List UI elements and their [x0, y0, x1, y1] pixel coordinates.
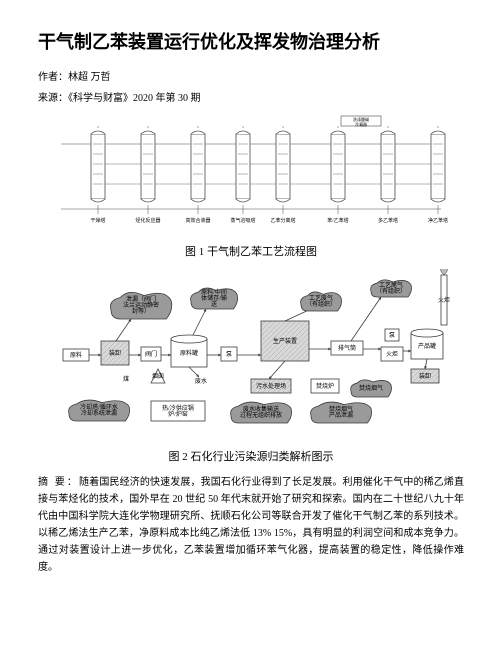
svg-text:排气筒: 排气筒	[338, 344, 356, 352]
svg-text:冷却塔/循环水: 冷却塔/循环水	[80, 403, 118, 411]
svg-text:乙苯分离塔: 乙苯分离塔	[270, 217, 295, 224]
svg-text:焚烧烟气: 焚烧烟气	[329, 405, 353, 413]
svg-text:（有组织）: （有组织）	[306, 300, 336, 308]
svg-text:废水收集输送: 废水收集输送	[243, 405, 279, 413]
svg-text:泵: 泵	[226, 351, 232, 358]
svg-text:泵: 泵	[389, 332, 395, 339]
svg-text:阀门: 阀门	[145, 350, 157, 358]
abstract: 摘 要：随着国民经济的快速发展，我国石化行业得到了长足发展。利用催化干气中的稀乙…	[38, 474, 464, 576]
svg-text:炉/炉窑: 炉/炉窑	[168, 410, 188, 418]
svg-text:净乙苯塔: 净乙苯塔	[428, 217, 448, 224]
svg-text:原料/中间: 原料/中间	[201, 288, 227, 296]
svg-text:冷却系统泄漏: 冷却系统泄漏	[81, 409, 117, 417]
svg-text:装卸: 装卸	[109, 349, 121, 357]
svg-text:封等）: 封等）	[132, 307, 150, 315]
article-title: 干气制乙苯装置运行优化及挥发物治理分析	[38, 28, 464, 54]
fig1-caption: 图 1 干气制乙苯工艺流程图	[38, 243, 464, 259]
svg-text:装卸: 装卸	[419, 372, 431, 380]
svg-text:原料: 原料	[70, 351, 82, 359]
fig2-svg: 泄漏（阀门法兰运动静密封等）原料/中间体储存/输送工艺废气（有组织）工艺尾气（有…	[51, 269, 451, 439]
svg-text:产品罐: 产品罐	[418, 342, 436, 350]
figure-1: 干燥塔烃化反应器高效合液器蒸气溶吸塔乙苯分离塔苯/乙苯塔多乙苯塔净乙苯塔洗涤酸碱…	[38, 114, 464, 239]
svg-text:（有组织）: （有组织）	[376, 287, 406, 295]
svg-text:烃化反应器: 烃化反应器	[135, 217, 160, 224]
svg-text:产品泄漏: 产品泄漏	[329, 411, 353, 419]
figure-2: 泄漏（阀门法兰运动静密封等）原料/中间体储存/输送工艺废气（有组织）工艺尾气（有…	[38, 269, 464, 444]
svg-text:工艺尾气: 工艺尾气	[379, 281, 403, 289]
svg-text:火炬: 火炬	[386, 350, 398, 358]
svg-text:烟囱: 烟囱	[152, 372, 164, 380]
abstract-text: 随着国民经济的快速发展，我国石化行业得到了长足发展。利用催化干气中的稀乙烯直接与…	[38, 477, 464, 573]
svg-text:原料罐: 原料罐	[180, 349, 198, 357]
svg-text:污水处理场: 污水处理场	[256, 382, 286, 390]
svg-text:蒸气溶吸塔: 蒸气溶吸塔	[230, 217, 255, 224]
svg-text:火炬: 火炬	[438, 296, 450, 304]
svg-text:干燥塔: 干燥塔	[90, 217, 105, 224]
svg-text:泄漏（阀门: 泄漏（阀门	[126, 295, 156, 303]
source-line: 来源：《科学与财富》2020 年第 30 期	[38, 89, 464, 104]
svg-text:煤: 煤	[123, 375, 129, 383]
svg-text:废水: 废水	[195, 377, 207, 385]
svg-text:苯/乙苯塔: 苯/乙苯塔	[327, 217, 348, 224]
svg-text:热/冷供应锅: 热/冷供应锅	[162, 404, 194, 412]
abstract-label: 摘 要：	[38, 477, 79, 488]
svg-text:焚烧炉: 焚烧炉	[316, 382, 334, 390]
svg-text:过程无组织排放: 过程无组织排放	[240, 411, 282, 419]
svg-text:送: 送	[211, 300, 217, 308]
svg-text:冷凝器: 冷凝器	[355, 121, 367, 127]
svg-text:法兰运动静密: 法兰运动静密	[123, 301, 159, 309]
svg-text:高效合液器: 高效合液器	[185, 217, 210, 224]
svg-text:多乙苯塔: 多乙苯塔	[378, 217, 398, 224]
fig1-svg: 干燥塔烃化反应器高效合液器蒸气溶吸塔乙苯分离塔苯/乙苯塔多乙苯塔净乙苯塔洗涤酸碱…	[51, 114, 451, 234]
svg-text:生产装置: 生产装置	[273, 337, 297, 345]
svg-text:焚烧烟气: 焚烧烟气	[359, 384, 383, 392]
fig2-caption: 图 2 石化行业污染源归类解析图示	[38, 448, 464, 464]
page-root: 干气制乙苯装置运行优化及挥发物治理分析 作者：林超 万哲 来源：《科学与财富》2…	[0, 0, 502, 606]
author-line: 作者：林超 万哲	[38, 68, 464, 83]
svg-text:体储存/输: 体储存/输	[201, 294, 227, 302]
svg-text:工艺废气: 工艺废气	[309, 294, 333, 302]
